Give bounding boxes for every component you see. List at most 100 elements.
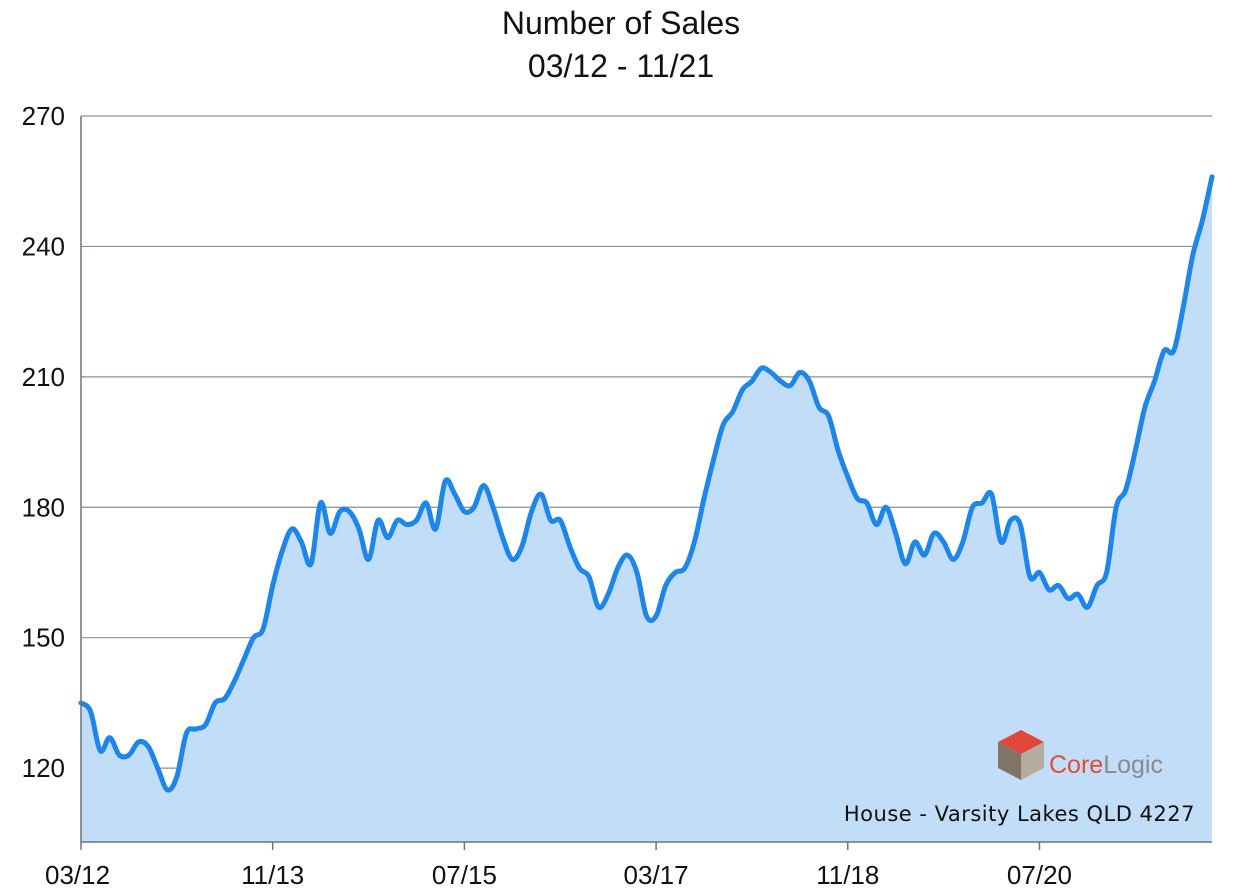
data-point-01-17 <box>635 571 639 575</box>
data-point-07-21 <box>1153 379 1157 383</box>
logo-cube-left-icon <box>998 742 1021 780</box>
data-point-03-21 <box>1114 505 1118 509</box>
data-point-07-15 <box>462 510 466 514</box>
data-point-03-15 <box>424 501 428 505</box>
data-point-12-19 <box>970 505 974 509</box>
data-point-01-20 <box>980 501 984 505</box>
data-point-03-17 <box>654 614 658 618</box>
data-point-06-20 <box>1028 575 1032 579</box>
data-point-05-14 <box>328 531 332 535</box>
data-point-04-15 <box>434 527 438 531</box>
x-axis: 03/12 11/13 07/15 03/17 11/18 07/20 <box>45 841 1212 890</box>
data-point-08-14 <box>357 527 361 531</box>
data-point-07-20 <box>1038 571 1042 575</box>
data-point-10-21 <box>1181 305 1185 309</box>
data-point-03-19 <box>884 505 888 509</box>
data-point-01-13 <box>175 775 179 779</box>
data-point-08-19 <box>932 531 936 535</box>
plot-area <box>78 115 1215 842</box>
data-point-12-13 <box>280 549 284 553</box>
data-point-01-18 <box>750 379 754 383</box>
data-point-10-12 <box>146 744 150 748</box>
data-point-01-21 <box>1095 584 1099 588</box>
data-point-02-15 <box>415 518 419 522</box>
data-point-11-15 <box>501 536 505 540</box>
data-point-11-14 <box>386 536 390 540</box>
y-axis: 120 150 180 210 240 270 <box>22 101 82 842</box>
data-point-02-17 <box>645 614 649 618</box>
data-point-09-13 <box>252 636 256 640</box>
logo-wordmark-core: Core <box>1049 751 1103 779</box>
data-point-09-21 <box>1172 349 1176 353</box>
data-point-01-22 <box>1210 175 1214 179</box>
data-point-02-16 <box>530 510 534 514</box>
data-point-05-17 <box>673 571 677 575</box>
data-point-04-19 <box>894 531 898 535</box>
data-point-01-14 <box>290 527 294 531</box>
data-point-06-17 <box>683 566 687 570</box>
data-point-04-21 <box>1124 488 1128 492</box>
data-point-08-13 <box>242 657 246 661</box>
data-point-04-20 <box>1009 518 1013 522</box>
series-area <box>81 176 1212 842</box>
data-point-04-16 <box>549 518 553 522</box>
data-point-04-13 <box>204 723 208 727</box>
x-tick-label-03-12: 03/12 <box>45 860 110 890</box>
data-point-02-18 <box>760 366 764 370</box>
data-point-10-17 <box>721 423 725 427</box>
data-point-12-18 <box>855 497 859 501</box>
y-tick-label-240: 240 <box>22 231 65 261</box>
data-point-04-17 <box>664 584 668 588</box>
data-point-01-19 <box>865 501 869 505</box>
x-tick-label-11-13: 11/13 <box>241 860 304 890</box>
corelogic-logo: CoreLogic <box>998 730 1163 780</box>
data-point-07-12 <box>117 753 121 757</box>
data-point-10-15 <box>491 505 495 509</box>
data-point-09-18 <box>827 414 831 418</box>
data-point-12-20 <box>1085 605 1089 609</box>
data-point-07-19 <box>923 553 927 557</box>
data-point-03-16 <box>539 492 543 496</box>
data-point-02-20 <box>990 492 994 496</box>
data-point-04-14 <box>319 501 323 505</box>
data-point-11-16 <box>616 566 620 570</box>
data-point-06-15 <box>453 492 457 496</box>
data-point-01-16 <box>520 544 524 548</box>
x-tick-label-07-20: 07/20 <box>1007 860 1072 890</box>
x-tick-label-07-15: 07/15 <box>432 860 497 890</box>
data-point-06-12 <box>108 736 112 740</box>
x-tick-label-11-18: 11/18 <box>816 860 879 890</box>
data-point-07-18 <box>807 379 811 383</box>
data-point-06-13 <box>223 697 227 701</box>
y-tick-label-180: 180 <box>22 492 65 522</box>
data-point-09-16 <box>597 605 601 609</box>
data-point-05-18 <box>788 384 792 388</box>
data-point-12-21 <box>1200 218 1204 222</box>
data-point-05-20 <box>1018 523 1022 527</box>
data-point-05-16 <box>558 518 562 522</box>
data-point-06-18 <box>798 371 802 375</box>
data-point-08-16 <box>587 575 591 579</box>
data-point-12-16 <box>625 553 629 557</box>
logo-wordmark-logic: Logic <box>1103 751 1163 779</box>
data-point-09-19 <box>942 540 946 544</box>
y-tick-label-270: 270 <box>22 101 65 131</box>
data-point-05-12 <box>98 749 102 753</box>
data-point-07-16 <box>577 566 581 570</box>
data-point-10-14 <box>376 518 380 522</box>
data-point-11-20 <box>1076 592 1080 596</box>
data-point-06-14 <box>338 510 342 514</box>
data-point-08-20 <box>1047 588 1051 592</box>
data-point-03-20 <box>999 540 1003 544</box>
y-tick-label-120: 120 <box>22 753 65 783</box>
data-point-03-14 <box>309 562 313 566</box>
data-point-02-14 <box>299 540 303 544</box>
data-point-09-20 <box>1057 584 1061 588</box>
data-point-10-19 <box>951 557 955 561</box>
data-point-12-17 <box>740 388 744 392</box>
data-point-01-15 <box>405 523 409 527</box>
data-point-09-14 <box>367 557 371 561</box>
data-point-04-18 <box>779 379 783 383</box>
data-point-05-15 <box>443 479 447 483</box>
